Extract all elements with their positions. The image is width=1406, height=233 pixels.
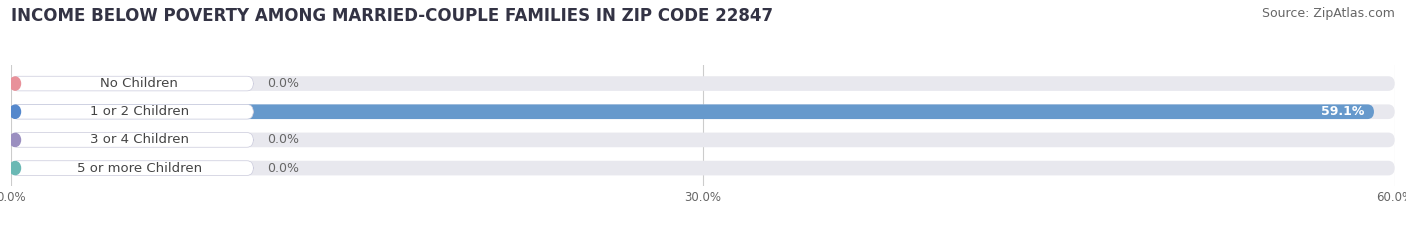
FancyBboxPatch shape bbox=[11, 133, 253, 147]
Text: Source: ZipAtlas.com: Source: ZipAtlas.com bbox=[1261, 7, 1395, 20]
FancyBboxPatch shape bbox=[11, 76, 253, 91]
Text: 5 or more Children: 5 or more Children bbox=[76, 161, 201, 175]
FancyBboxPatch shape bbox=[11, 161, 253, 175]
Text: 3 or 4 Children: 3 or 4 Children bbox=[90, 134, 188, 146]
Text: No Children: No Children bbox=[100, 77, 179, 90]
FancyBboxPatch shape bbox=[11, 76, 1395, 91]
FancyBboxPatch shape bbox=[11, 133, 1395, 147]
Circle shape bbox=[10, 161, 21, 175]
Text: 0.0%: 0.0% bbox=[267, 161, 299, 175]
Text: 59.1%: 59.1% bbox=[1322, 105, 1365, 118]
FancyBboxPatch shape bbox=[11, 104, 253, 119]
Text: 0.0%: 0.0% bbox=[267, 77, 299, 90]
FancyBboxPatch shape bbox=[11, 104, 1395, 119]
Circle shape bbox=[10, 77, 21, 90]
Circle shape bbox=[10, 133, 21, 147]
Text: 1 or 2 Children: 1 or 2 Children bbox=[90, 105, 188, 118]
Circle shape bbox=[10, 105, 21, 118]
FancyBboxPatch shape bbox=[11, 104, 1374, 119]
Text: 0.0%: 0.0% bbox=[267, 134, 299, 146]
Text: INCOME BELOW POVERTY AMONG MARRIED-COUPLE FAMILIES IN ZIP CODE 22847: INCOME BELOW POVERTY AMONG MARRIED-COUPL… bbox=[11, 7, 773, 25]
FancyBboxPatch shape bbox=[11, 161, 1395, 175]
